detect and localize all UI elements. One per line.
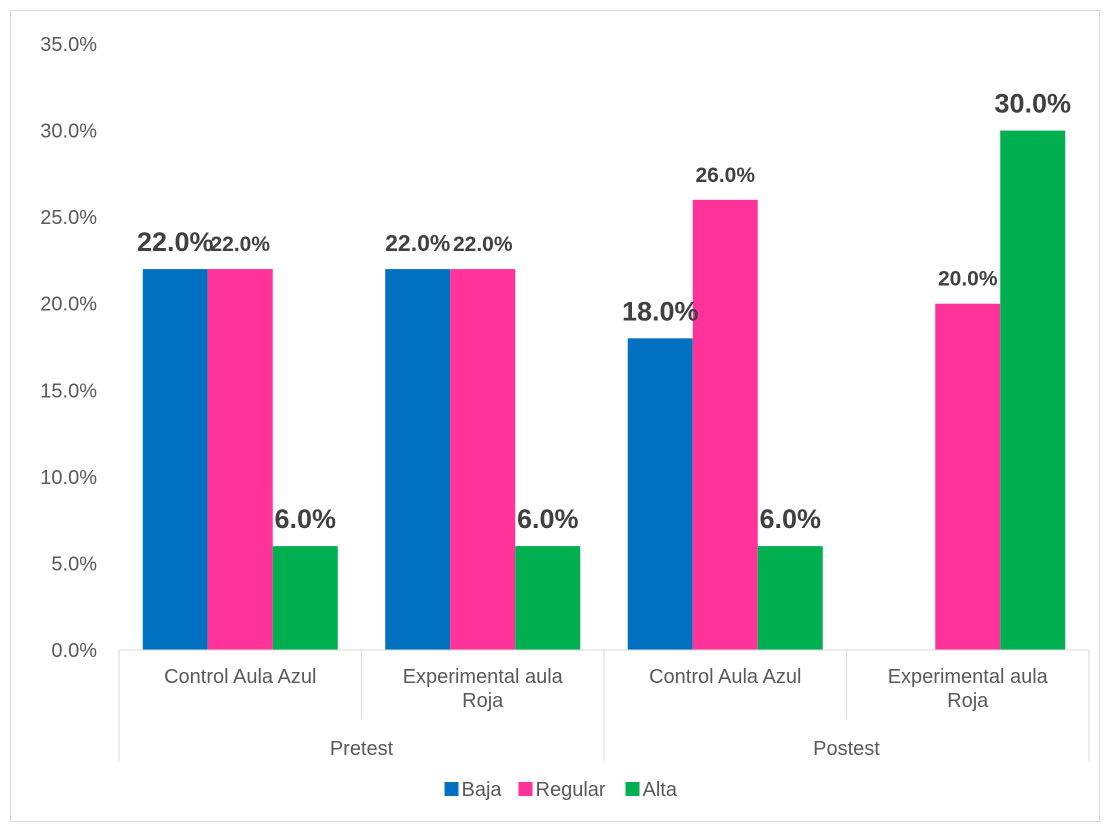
y-tick-label: 20.0% — [40, 294, 97, 316]
y-tick-label: 35.0% — [40, 34, 97, 56]
legend-label-alta: Alta — [643, 779, 678, 801]
bar-alta — [515, 546, 581, 650]
y-tick-label: 0.0% — [51, 640, 97, 662]
x-category-label: Control Aula Azul — [164, 666, 316, 688]
chart-frame: 0.0% 5.0% 10.0% 15.0% 20.0% 25.0% 30.0% 35.0% 2… — [10, 10, 1100, 822]
data-labels: 22.0%22.0%6.0%22.0% 22.0%6.0%18.0%26.0%6.… — [137, 89, 1071, 535]
x-category-label: Control Aula Azul — [649, 666, 801, 688]
data-label: 22.0% — [210, 233, 270, 256]
x-category-label: Experimental aula Roja — [888, 666, 1049, 712]
bar-alta — [272, 546, 338, 650]
y-tick-label: 15.0% — [40, 380, 97, 402]
legend: Baja Regular Alta — [444, 779, 678, 801]
data-label: 6.0% — [274, 504, 336, 534]
y-axis: 0.0% 5.0% 10.0% 15.0% 20.0% 25.0% 30.0% 35.0% — [40, 34, 97, 662]
bar-regular — [692, 199, 758, 651]
bar-baja — [627, 338, 693, 650]
data-label: 22.0% — [137, 227, 214, 257]
bar-alta — [1000, 130, 1066, 651]
y-tick-label: 5.0% — [51, 553, 97, 575]
legend-swatch-regular — [518, 782, 533, 796]
x-axis: Control Aula Azul Experimental aula Roja Co… — [118, 649, 1090, 761]
data-label: 22.0% — [385, 230, 450, 256]
y-tick-label: 30.0% — [40, 121, 97, 143]
legend-swatch-alta — [625, 782, 640, 796]
data-label: 26.0% — [695, 164, 755, 187]
data-label: 22.0% — [453, 233, 513, 256]
data-label: 20.0% — [938, 268, 998, 291]
bar-alta — [757, 546, 823, 650]
data-label: 6.0% — [759, 504, 821, 534]
legend-label-baja: Baja — [462, 779, 503, 801]
x-category-label: Experimental aula Roja — [403, 666, 564, 712]
y-tick-label: 10.0% — [40, 467, 97, 489]
bar-regular — [450, 269, 516, 650]
x-group-label: Postest — [813, 738, 880, 760]
data-label: 6.0% — [517, 504, 579, 534]
y-tick-label: 25.0% — [40, 207, 97, 229]
bar-regular — [935, 303, 1001, 650]
data-label: 30.0% — [994, 89, 1071, 119]
x-group-label: Pretest — [330, 738, 394, 760]
data-label: 18.0% — [622, 296, 699, 326]
bar-baja — [385, 269, 451, 650]
bar-baja — [142, 269, 208, 650]
bar-regular — [207, 269, 273, 650]
bar-chart: 0.0% 5.0% 10.0% 15.0% 20.0% 25.0% 30.0% 35.0% 2… — [40, 34, 1090, 801]
legend-label-regular: Regular — [536, 779, 606, 801]
bars — [142, 130, 1066, 651]
legend-swatch-baja — [444, 782, 459, 796]
